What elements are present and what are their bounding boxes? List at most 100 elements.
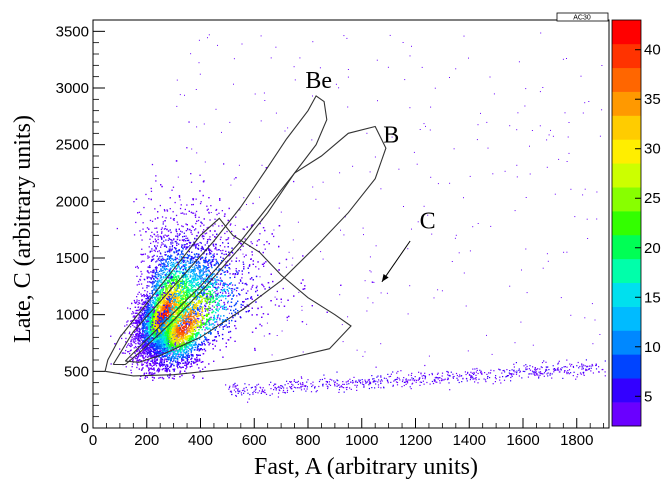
density-point [251,254,253,256]
density-point [166,275,168,278]
density-point [145,341,147,344]
density-point [187,288,189,290]
density-point [158,307,160,309]
density-point [174,201,176,204]
density-point [135,340,137,342]
density-point [131,344,133,346]
density-point [202,322,204,324]
density-point [169,251,171,253]
density-point [162,235,165,237]
density-point [153,288,155,290]
density-point [184,259,186,262]
density-point [152,281,154,283]
density-point [143,372,146,374]
density-point [130,372,133,374]
density-point [148,272,150,274]
density-point [204,271,206,273]
density-point [213,245,215,247]
density-point [148,322,150,325]
density-point [137,357,139,359]
density-point [206,261,208,264]
density-point [172,306,174,308]
density-point [169,238,171,241]
density-point [181,291,183,293]
density-point [169,246,171,248]
density-point [170,305,172,307]
density-point [168,305,170,308]
density-point [177,305,179,307]
density-point [179,317,181,319]
density-point [149,336,151,338]
density-point [168,340,170,342]
density-point [147,347,150,349]
density-point [199,271,201,273]
density-point [194,281,196,283]
density-point [195,294,197,296]
density-point [171,248,173,250]
density-point [154,303,156,305]
density-point [155,175,157,177]
density-point [140,283,143,285]
density-point [186,276,189,278]
density-point [148,311,150,313]
density-point [143,326,145,328]
density-point [164,314,166,316]
density-point [161,361,163,363]
density-point [168,315,170,317]
density-point [164,334,167,336]
density-point [181,297,183,300]
density-point [156,320,158,322]
density-point [191,269,194,271]
density-point [138,354,140,356]
density-point [156,349,158,351]
density-point [189,245,191,247]
density-point [160,350,162,352]
density-point [193,229,196,231]
density-point [189,304,191,306]
density-point [185,235,187,237]
density-point [175,348,177,350]
density-point [158,363,160,365]
density-point [176,350,178,352]
density-point [172,352,174,354]
density-point [171,316,174,318]
density-point [197,231,200,233]
density-point [161,340,163,342]
density-point [133,299,135,302]
density-point [156,285,158,288]
density-point [186,147,188,149]
density-point [174,241,176,243]
density-point [145,336,147,338]
density-point [168,250,170,252]
density-point [239,279,242,281]
density-point [226,230,228,233]
density-point [176,242,178,244]
density-point [155,247,157,249]
density-point [147,257,149,259]
density-point [197,281,199,283]
density-point [144,348,146,350]
density-point [168,295,171,297]
density-point [142,324,144,326]
density-point [151,326,153,328]
density-point [172,309,174,311]
density-point [147,352,149,355]
density-point [189,293,191,295]
plot-area [92,19,610,429]
density-point [165,358,167,361]
density-point [135,327,137,329]
density-point [146,313,149,315]
density-point [194,267,196,269]
density-point [192,245,194,247]
density-point [153,359,155,361]
density-point [197,262,199,264]
density-point [163,264,165,266]
density-point [129,331,131,333]
density-point [141,306,143,308]
density-point [149,251,151,253]
density-point [155,359,158,361]
density-point [144,290,146,292]
density-point [188,255,190,257]
density-point [183,238,185,241]
density-point [143,294,145,296]
